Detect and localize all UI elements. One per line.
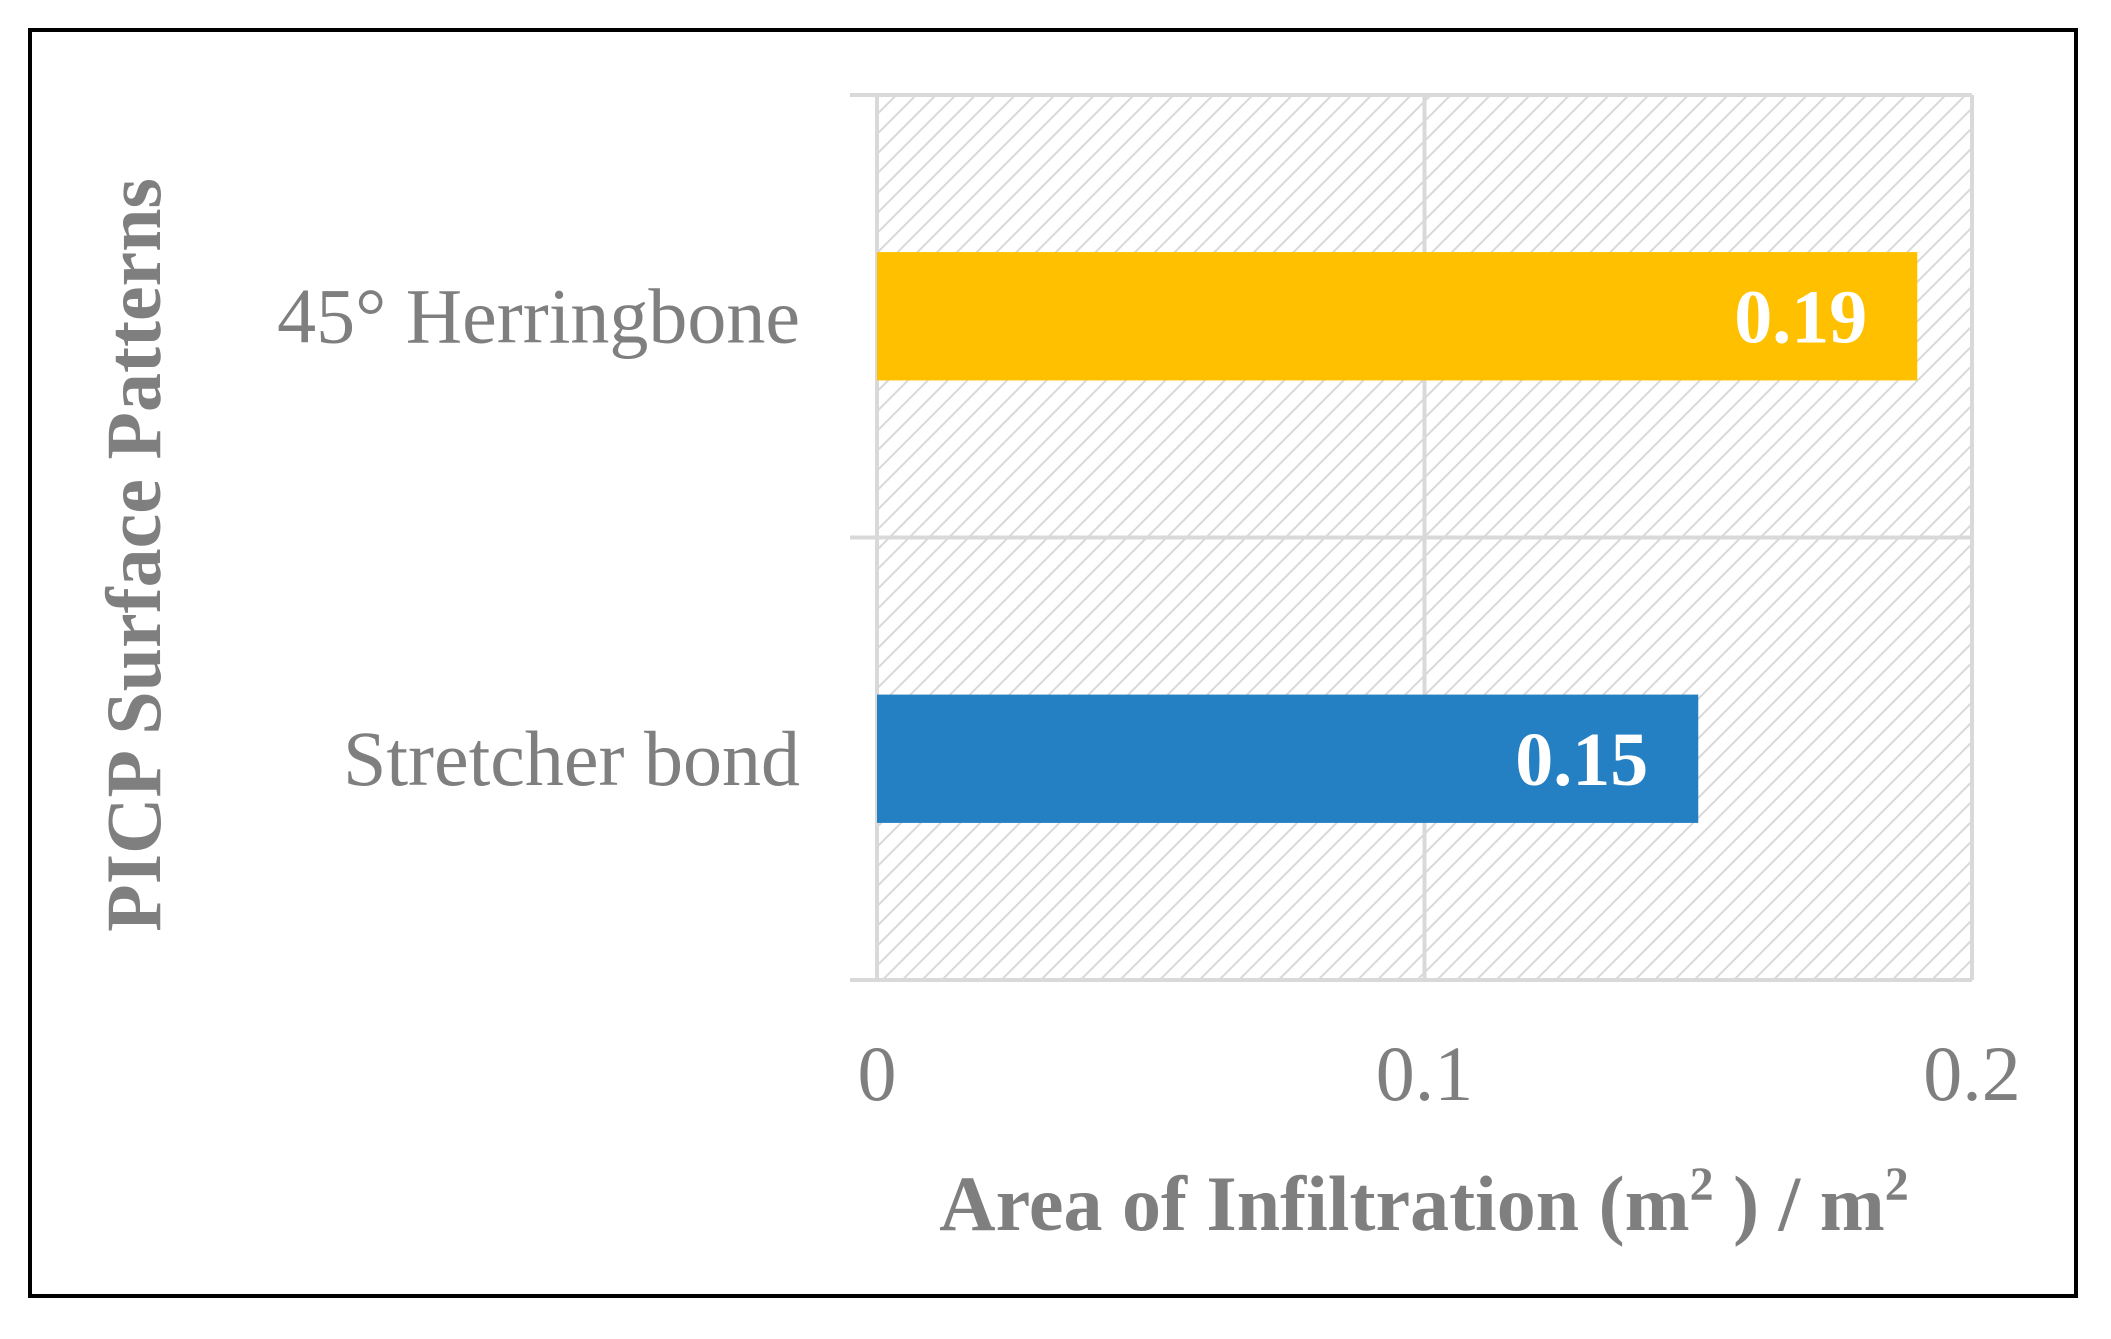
x-tick-label-1: 0.1 (1376, 1030, 1474, 1117)
x-axis-title-main: Area of Infiltration (m (939, 1160, 1689, 1247)
bars (877, 252, 1918, 823)
gridlines (850, 93, 1974, 982)
category-label-1: Stretcher bond (343, 715, 800, 802)
x-tick-label-2: 0.2 (1923, 1030, 2021, 1117)
x-axis-title-superscript-1: 2 (1690, 1158, 1714, 1211)
category-label-0: 45° Herringbone (277, 272, 800, 359)
data-label-1: 0.15 (1515, 718, 1648, 802)
x-tick-label-0: 0 (858, 1030, 897, 1117)
data-label-0: 0.19 (1734, 275, 1867, 359)
category-labels: 45° Herringbone Stretcher bond (277, 272, 800, 802)
bar-0 (877, 252, 1918, 381)
x-axis-title: Area of Infiltration (m2 ) / m2 (939, 1158, 1908, 1247)
x-axis-title-middle: ) / m (1714, 1160, 1885, 1247)
y-axis-title: PICP Surface Patterns (90, 178, 177, 932)
x-tick-labels: 0 0.1 0.2 (858, 1030, 2021, 1117)
data-labels: 0.19 0.15 (1515, 275, 1867, 802)
bar-1 (877, 694, 1699, 823)
x-axis-title-superscript-2: 2 (1885, 1158, 1909, 1211)
